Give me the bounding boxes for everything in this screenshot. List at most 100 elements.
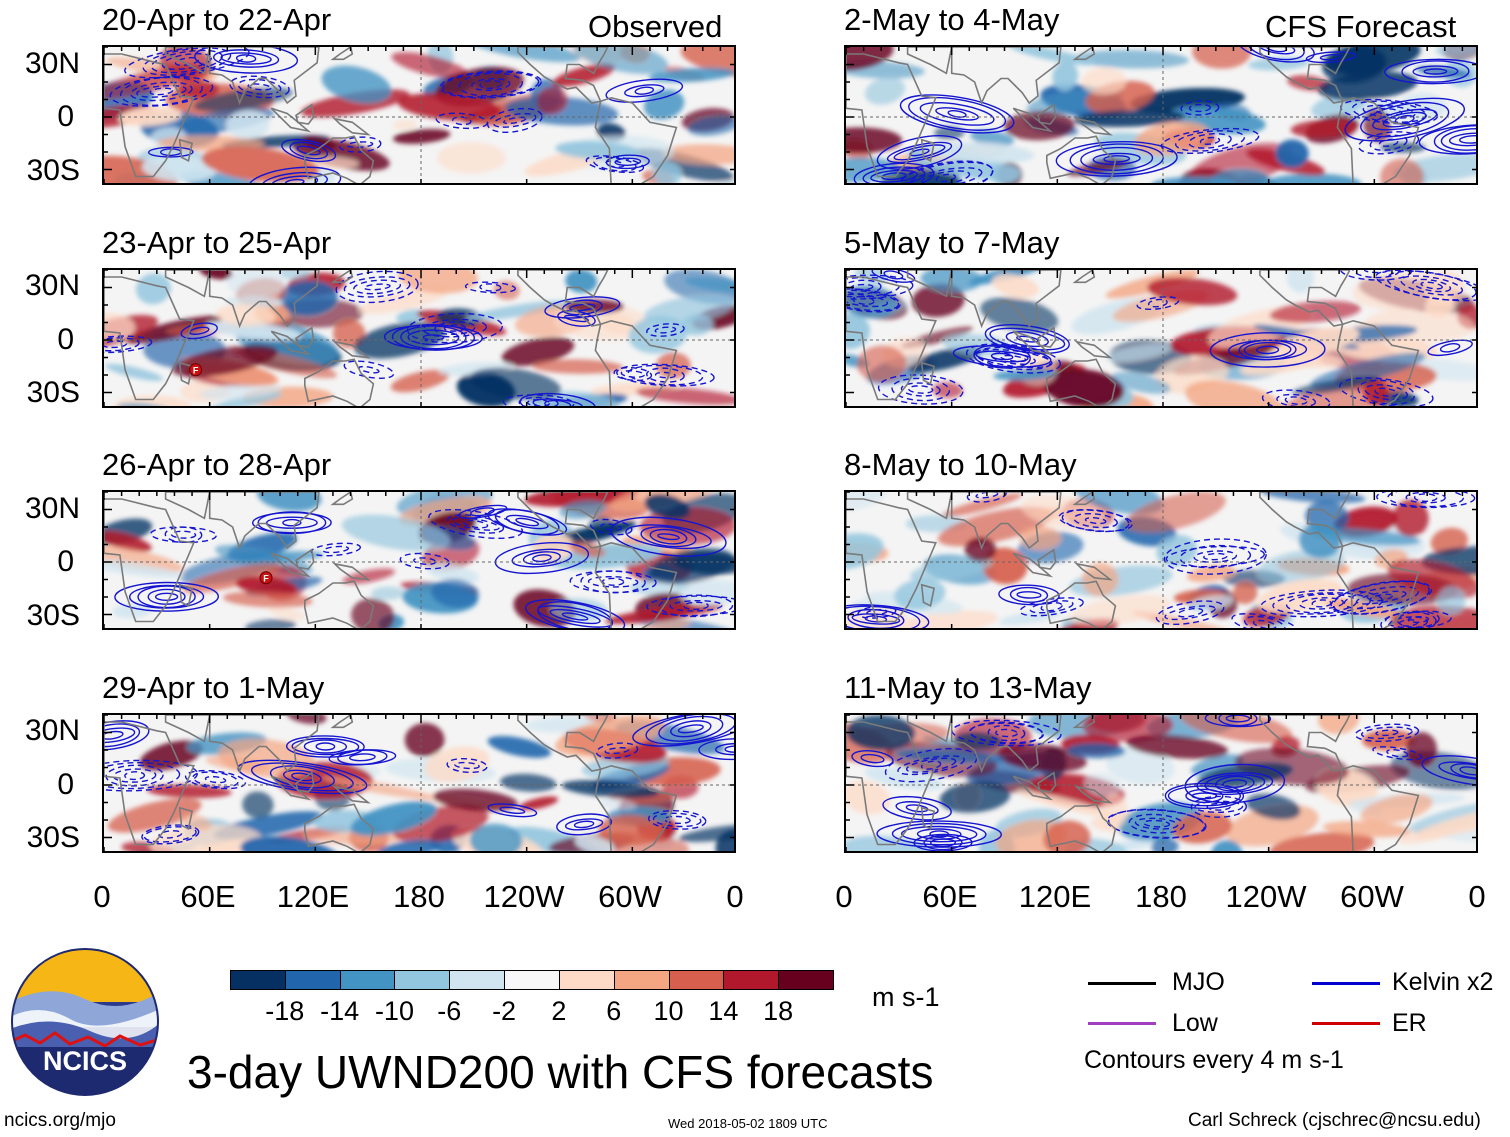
kelvin-contour xyxy=(1418,124,1476,155)
kelvin-contour xyxy=(281,138,337,163)
coastline xyxy=(332,785,371,804)
kelvin-contour xyxy=(104,761,181,790)
kelvin-contour xyxy=(846,288,901,313)
coastline xyxy=(1074,562,1113,581)
kelvin-contour xyxy=(104,727,136,744)
anomaly-blob xyxy=(932,142,1035,163)
kelvin-contour xyxy=(286,735,365,758)
anomaly-blob xyxy=(176,79,220,99)
coastline xyxy=(1037,103,1057,125)
kelvin-contour xyxy=(654,371,676,379)
kelvin-contour xyxy=(975,346,1052,371)
kelvin-contour xyxy=(499,806,526,815)
kelvin-contour xyxy=(966,492,1008,503)
kelvin-contour xyxy=(1364,384,1409,401)
anomaly-blob xyxy=(399,496,493,526)
site-link[interactable]: ncics.org/mjo xyxy=(4,1110,116,1131)
anomaly-blob xyxy=(182,563,281,593)
storm-marker xyxy=(189,363,203,377)
coastline xyxy=(1336,319,1420,406)
kelvin-contour xyxy=(990,352,1014,361)
kelvin-contour xyxy=(505,514,549,530)
panel-title: 29-Apr to 1-May xyxy=(102,670,325,705)
anomaly-blob xyxy=(198,270,233,280)
anomaly-blob xyxy=(1415,806,1476,839)
kelvin-contour xyxy=(899,94,1015,134)
kelvin-contour xyxy=(407,329,460,346)
coastlines xyxy=(104,715,678,851)
coastline xyxy=(920,583,936,607)
kelvin-contour xyxy=(1374,387,1399,397)
kelvin-contour xyxy=(1311,599,1332,608)
kelvin-contour xyxy=(900,382,941,397)
kelvin-contour xyxy=(282,769,322,785)
panel-title: 26-Apr to 28-Apr xyxy=(102,447,332,482)
kelvin-contour xyxy=(1384,58,1476,85)
colorbar-swatch xyxy=(394,970,451,990)
kelvin-contour xyxy=(235,54,257,63)
kelvin-contour xyxy=(908,385,934,394)
kelvin-contour xyxy=(724,745,734,753)
coastline xyxy=(104,53,195,178)
kelvin-contour xyxy=(158,830,183,839)
coastline xyxy=(1037,326,1057,348)
kelvin-contour xyxy=(1360,101,1450,138)
anomaly-blob xyxy=(1286,270,1315,293)
anomaly-blob xyxy=(1291,376,1379,395)
kelvin-contour xyxy=(556,813,613,836)
kelvin-contours xyxy=(853,47,1476,183)
map-canvas xyxy=(846,47,1476,183)
anomaly-blob xyxy=(1125,492,1226,533)
kelvin-contour xyxy=(893,144,946,161)
legend-label-er: ER xyxy=(1392,1009,1427,1037)
anomaly-blob xyxy=(469,367,562,401)
coastline xyxy=(920,361,936,385)
anomaly-blob xyxy=(493,280,520,300)
kelvin-contour xyxy=(658,715,724,742)
anomaly-blob xyxy=(846,715,915,751)
map-panel-forecast-1 xyxy=(844,45,1478,185)
coastline xyxy=(178,806,194,830)
anomaly-blob xyxy=(1081,67,1127,95)
anomaly-blob xyxy=(104,543,184,573)
kelvin-contour xyxy=(573,820,595,829)
kelvin-contour xyxy=(519,392,596,406)
kelvin-contour xyxy=(846,274,914,300)
anomaly-blob xyxy=(332,319,366,349)
anomaly-blob xyxy=(628,315,688,354)
anomaly-blob xyxy=(222,591,313,608)
colorbar-label: 10 xyxy=(653,996,684,1026)
kelvin-contour xyxy=(439,70,542,99)
kelvin-contour xyxy=(315,742,336,751)
map-panel-forecast-2 xyxy=(844,268,1478,408)
coastline xyxy=(1074,117,1113,136)
anomaly-blob xyxy=(1322,821,1411,838)
anomaly-blob xyxy=(236,576,297,596)
anomaly-blob xyxy=(392,119,418,130)
kelvin-contour xyxy=(452,116,472,126)
map-canvas xyxy=(104,715,734,851)
coastline xyxy=(1074,340,1113,359)
kelvin-contour xyxy=(998,584,1060,606)
kelvin-contour xyxy=(338,136,382,153)
anomaly-blob xyxy=(648,67,734,83)
colorbar-units: m s-1 xyxy=(872,982,940,1012)
kelvin-contour xyxy=(442,71,540,98)
kelvin-contour xyxy=(886,141,953,164)
anomaly-blob xyxy=(532,359,624,374)
kelvin-contour xyxy=(870,169,918,183)
kelvin-contour xyxy=(511,548,573,568)
anomaly-blob xyxy=(678,823,734,842)
anomaly-blob xyxy=(598,814,664,845)
colorbar-label: -18 xyxy=(265,996,305,1026)
kelvin-contour xyxy=(1357,379,1416,405)
anomaly-blob xyxy=(1269,832,1375,851)
colorbar-label: -14 xyxy=(320,996,360,1026)
kelvin-contour xyxy=(1405,492,1446,504)
coastline xyxy=(1012,552,1054,578)
anomaly-blob xyxy=(464,300,570,321)
anomaly-blob xyxy=(939,781,1011,813)
anomaly-blob xyxy=(643,89,685,120)
kelvin-contour xyxy=(561,612,589,621)
colorbar-label: 2 xyxy=(551,996,567,1026)
